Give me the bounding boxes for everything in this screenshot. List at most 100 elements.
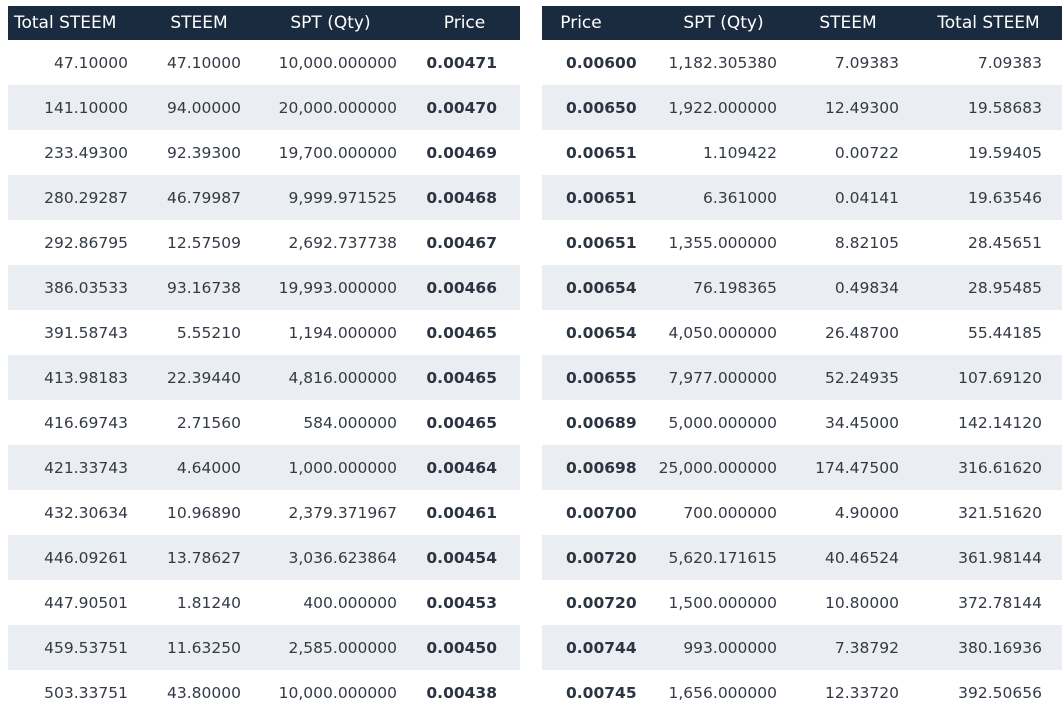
asks-cell-steem: 26.48700	[777, 310, 899, 355]
asks-cell-total-steem: 142.14120	[899, 400, 1062, 445]
asks-cell-total-steem: 19.59405	[899, 130, 1062, 175]
asks-cell-spt-qty: 1,922.000000	[642, 85, 777, 130]
bids-cell-spt-qty: 2,379.371967	[244, 490, 397, 535]
bids-cell-price: 0.00464	[397, 445, 520, 490]
bids-order-row[interactable]: 446.09261 13.78627 3,036.623864 0.00454	[8, 535, 520, 580]
bids-header-steem[interactable]: STEEM	[136, 6, 244, 40]
bids-cell-total-steem: 459.53751	[8, 625, 136, 670]
asks-order-row[interactable]: 0.00720 1,500.000000 10.80000 372.78144	[542, 580, 1062, 625]
asks-cell-spt-qty: 4,050.000000	[642, 310, 777, 355]
asks-cell-price: 0.00720	[542, 535, 642, 580]
bids-cell-total-steem: 447.90501	[8, 580, 136, 625]
asks-cell-price: 0.00744	[542, 625, 642, 670]
bids-cell-spt-qty: 1,194.000000	[244, 310, 397, 355]
bids-cell-steem: 43.80000	[136, 670, 244, 715]
bids-order-row[interactable]: 413.98183 22.39440 4,816.000000 0.00465	[8, 355, 520, 400]
asks-order-row[interactable]: 0.00654 76.198365 0.49834 28.95485	[542, 265, 1062, 310]
asks-cell-steem: 4.90000	[777, 490, 899, 535]
asks-cell-steem: 12.33720	[777, 670, 899, 715]
asks-cell-price: 0.00650	[542, 85, 642, 130]
bids-order-row[interactable]: 391.58743 5.55210 1,194.000000 0.00465	[8, 310, 520, 355]
asks-cell-spt-qty: 1,182.305380	[642, 40, 777, 85]
asks-order-row[interactable]: 0.00655 7,977.000000 52.24935 107.69120	[542, 355, 1062, 400]
bids-cell-spt-qty: 10,000.000000	[244, 40, 397, 85]
asks-cell-total-steem: 28.45651	[899, 220, 1062, 265]
bids-cell-total-steem: 446.09261	[8, 535, 136, 580]
bids-order-row[interactable]: 459.53751 11.63250 2,585.000000 0.00450	[8, 625, 520, 670]
asks-header-price[interactable]: Price	[542, 6, 642, 40]
asks-order-row[interactable]: 0.00745 1,656.000000 12.33720 392.50656	[542, 670, 1062, 715]
bids-cell-spt-qty: 9,999.971525	[244, 175, 397, 220]
asks-cell-spt-qty: 700.000000	[642, 490, 777, 535]
asks-order-row[interactable]: 0.00654 4,050.000000 26.48700 55.44185	[542, 310, 1062, 355]
bids-cell-total-steem: 141.10000	[8, 85, 136, 130]
bids-order-row[interactable]: 292.86795 12.57509 2,692.737738 0.00467	[8, 220, 520, 265]
bids-cell-steem: 92.39300	[136, 130, 244, 175]
asks-cell-spt-qty: 1,656.000000	[642, 670, 777, 715]
bids-cell-total-steem: 416.69743	[8, 400, 136, 445]
asks-header-steem[interactable]: STEEM	[777, 6, 899, 40]
asks-order-row[interactable]: 0.00744 993.000000 7.38792 380.16936	[542, 625, 1062, 670]
asks-cell-steem: 12.49300	[777, 85, 899, 130]
bids-cell-steem: 5.55210	[136, 310, 244, 355]
asks-order-row[interactable]: 0.00651 6.361000 0.04141 19.63546	[542, 175, 1062, 220]
bids-cell-total-steem: 432.30634	[8, 490, 136, 535]
bids-order-row[interactable]: 432.30634 10.96890 2,379.371967 0.00461	[8, 490, 520, 535]
bids-header-total-steem[interactable]: Total STEEM	[8, 6, 136, 40]
bids-cell-steem: 4.64000	[136, 445, 244, 490]
asks-order-row[interactable]: 0.00720 5,620.171615 40.46524 361.98144	[542, 535, 1062, 580]
bids-cell-total-steem: 280.29287	[8, 175, 136, 220]
asks-cell-steem: 0.00722	[777, 130, 899, 175]
bids-cell-spt-qty: 19,700.000000	[244, 130, 397, 175]
bids-cell-spt-qty: 1,000.000000	[244, 445, 397, 490]
asks-order-row[interactable]: 0.00700 700.000000 4.90000 321.51620	[542, 490, 1062, 535]
asks-cell-total-steem: 361.98144	[899, 535, 1062, 580]
asks-order-row[interactable]: 0.00651 1,355.000000 8.82105 28.45651	[542, 220, 1062, 265]
asks-cell-price: 0.00689	[542, 400, 642, 445]
bids-cell-total-steem: 413.98183	[8, 355, 136, 400]
asks-order-row[interactable]: 0.00689 5,000.000000 34.45000 142.14120	[542, 400, 1062, 445]
bids-order-row[interactable]: 503.33751 43.80000 10,000.000000 0.00438	[8, 670, 520, 715]
bids-header-price[interactable]: Price	[397, 6, 520, 40]
bids-order-row[interactable]: 416.69743 2.71560 584.000000 0.00465	[8, 400, 520, 445]
bids-order-row[interactable]: 386.03533 93.16738 19,993.000000 0.00466	[8, 265, 520, 310]
asks-cell-total-steem: 28.95485	[899, 265, 1062, 310]
bids-header-spt-qty[interactable]: SPT (Qty)	[244, 6, 397, 40]
bids-rows: 47.10000 47.10000 10,000.000000 0.00471 141.…	[8, 40, 520, 715]
asks-header-total-steem[interactable]: Total STEEM	[899, 6, 1062, 40]
bids-cell-price: 0.00438	[397, 670, 520, 715]
asks-order-table: Price SPT (Qty) STEEM Total STEEM 0.0060…	[542, 6, 1062, 715]
asks-header-spt-qty[interactable]: SPT (Qty)	[642, 6, 777, 40]
asks-cell-price: 0.00651	[542, 175, 642, 220]
bids-cell-steem: 11.63250	[136, 625, 244, 670]
bids-cell-steem: 1.81240	[136, 580, 244, 625]
asks-order-row[interactable]: 0.00600 1,182.305380 7.09383 7.09383	[542, 40, 1062, 85]
asks-header-row: Price SPT (Qty) STEEM Total STEEM	[542, 6, 1062, 40]
bids-order-row[interactable]: 421.33743 4.64000 1,000.000000 0.00464	[8, 445, 520, 490]
bids-order-row[interactable]: 280.29287 46.79987 9,999.971525 0.00468	[8, 175, 520, 220]
bids-cell-steem: 10.96890	[136, 490, 244, 535]
bids-cell-price: 0.00450	[397, 625, 520, 670]
bids-cell-spt-qty: 2,692.737738	[244, 220, 397, 265]
bids-order-row[interactable]: 47.10000 47.10000 10,000.000000 0.00471	[8, 40, 520, 85]
asks-order-row[interactable]: 0.00651 1.109422 0.00722 19.59405	[542, 130, 1062, 175]
asks-order-row[interactable]: 0.00698 25,000.000000 174.47500 316.61620	[542, 445, 1062, 490]
bids-cell-price: 0.00470	[397, 85, 520, 130]
bids-cell-spt-qty: 3,036.623864	[244, 535, 397, 580]
bids-cell-total-steem: 421.33743	[8, 445, 136, 490]
asks-cell-price: 0.00651	[542, 220, 642, 265]
bids-cell-spt-qty: 19,993.000000	[244, 265, 397, 310]
asks-cell-spt-qty: 1.109422	[642, 130, 777, 175]
asks-cell-steem: 174.47500	[777, 445, 899, 490]
asks-order-row[interactable]: 0.00650 1,922.000000 12.49300 19.58683	[542, 85, 1062, 130]
bids-order-row[interactable]: 447.90501 1.81240 400.000000 0.00453	[8, 580, 520, 625]
bids-order-row[interactable]: 233.49300 92.39300 19,700.000000 0.00469	[8, 130, 520, 175]
asks-cell-spt-qty: 7,977.000000	[642, 355, 777, 400]
asks-cell-total-steem: 19.58683	[899, 85, 1062, 130]
asks-cell-steem: 10.80000	[777, 580, 899, 625]
asks-cell-steem: 0.04141	[777, 175, 899, 220]
asks-cell-steem: 40.46524	[777, 535, 899, 580]
asks-cell-spt-qty: 1,355.000000	[642, 220, 777, 265]
asks-cell-price: 0.00600	[542, 40, 642, 85]
bids-order-row[interactable]: 141.10000 94.00000 20,000.000000 0.00470	[8, 85, 520, 130]
